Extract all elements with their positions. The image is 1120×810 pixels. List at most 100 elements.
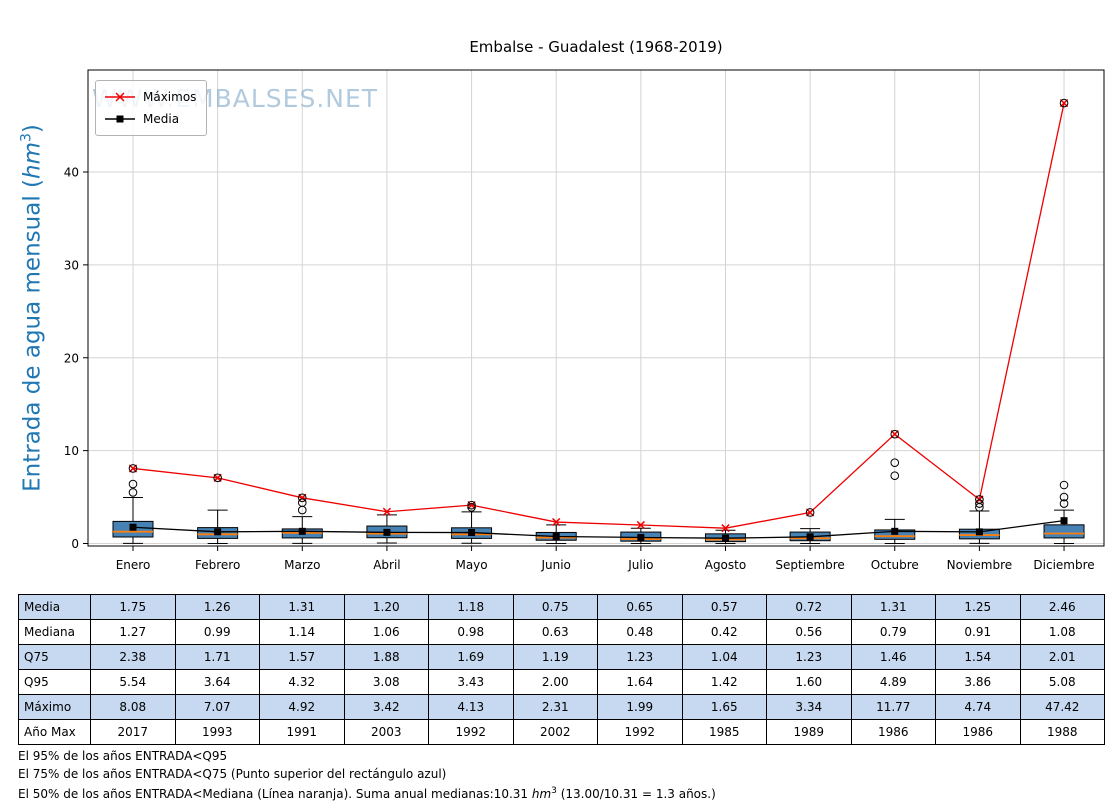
table-cell: 47.42 bbox=[1019, 694, 1105, 720]
table-cell: 5.08 bbox=[1019, 669, 1105, 695]
table-cell: 1993 bbox=[174, 719, 260, 745]
table-cell: 1.46 bbox=[850, 644, 936, 670]
outlier-marker bbox=[805, 508, 815, 517]
outlier-marker bbox=[213, 473, 222, 483]
table-cell: 1.88 bbox=[343, 644, 429, 670]
boxplot-chart: 0 10 20 30 40 Enero Febrero Marzo Abril Mayo Junio… bbox=[64, 69, 1105, 572]
y-tick-label: 20 bbox=[64, 351, 79, 365]
table-cell: 0.48 bbox=[597, 619, 683, 645]
x-tick-label: Enero bbox=[116, 558, 151, 572]
footnote-line1: El 95% de los años ENTRADA<Q95 bbox=[18, 749, 228, 763]
footnote-line3: El 50% de los años ENTRADA<Mediana (Líne… bbox=[18, 786, 716, 801]
maximos-line bbox=[132, 102, 1065, 529]
chart-title: Embalse - Guadalest (1968-2019) bbox=[469, 38, 723, 56]
media-square-marker bbox=[214, 528, 222, 536]
media-square-marker bbox=[806, 533, 814, 541]
media-square-marker bbox=[383, 528, 391, 536]
table-cell: 1991 bbox=[259, 719, 345, 745]
max-x-marker bbox=[213, 473, 222, 482]
media-square-marker bbox=[129, 523, 137, 531]
max-x-marker bbox=[552, 517, 561, 527]
table-cell: 1.57 bbox=[259, 644, 345, 670]
outlier-marker bbox=[1059, 499, 1069, 508]
legend-item-media: Media bbox=[104, 108, 196, 130]
table-cell: 1985 bbox=[681, 719, 767, 745]
table-cell: 1.06 bbox=[343, 619, 429, 645]
table-cell: 4.32 bbox=[259, 669, 345, 695]
table-row: Media 1.75 1.26 1.31 1.20 1.18 0.75 0.65 0.57 0.7… bbox=[18, 594, 1105, 620]
table-cell: 1.75 bbox=[90, 594, 176, 620]
table-cell: 2.00 bbox=[512, 669, 598, 695]
outlier-marker bbox=[975, 495, 984, 504]
table-cell: 1.08 bbox=[1019, 619, 1105, 645]
box bbox=[1043, 524, 1085, 539]
outlier-marker bbox=[890, 471, 900, 481]
outlier-marker bbox=[975, 499, 984, 508]
maximos-marker-icon bbox=[105, 92, 135, 102]
max-x-marker bbox=[382, 507, 392, 516]
stats-table: Media 1.75 1.26 1.31 1.20 1.18 0.75 0.65 0.57 0.7… bbox=[18, 594, 1105, 745]
row-label: Q95 bbox=[18, 669, 91, 695]
table-row: Q95 5.54 3.64 4.32 3.08 3.43 2.00 1.64 1.42 1.60 4… bbox=[18, 669, 1105, 695]
table-cell: 1.60 bbox=[766, 669, 852, 695]
table-cell: 0.75 bbox=[512, 594, 598, 620]
outlier-marker bbox=[1059, 492, 1069, 502]
table-cell: 3.34 bbox=[766, 694, 852, 720]
x-tick-label: Abril bbox=[373, 558, 400, 572]
table-cell: 3.43 bbox=[428, 669, 514, 695]
x-tick-label: Septiembre bbox=[775, 558, 844, 572]
table-row: Q75 2.38 1.71 1.57 1.88 1.69 1.19 1.23 1.04 1.23 1… bbox=[18, 644, 1105, 670]
legend-label-maximos: Máximos bbox=[143, 90, 197, 104]
table-cell: 1.42 bbox=[681, 669, 767, 695]
table-cell: 1986 bbox=[935, 719, 1021, 745]
legend-label-media: Media bbox=[143, 112, 180, 126]
table-cell: 2.46 bbox=[1019, 594, 1105, 620]
x-tick-label: Diciembre bbox=[1033, 558, 1094, 572]
table-cell: 1.23 bbox=[597, 644, 683, 670]
table-cell: 1.69 bbox=[428, 644, 514, 670]
table-cell: 3.08 bbox=[343, 669, 429, 695]
y-tick-label: 40 bbox=[64, 166, 79, 180]
table-cell: 0.72 bbox=[766, 594, 852, 620]
row-label: Mediana bbox=[18, 619, 91, 645]
table-cell: 1.14 bbox=[259, 619, 345, 645]
legend-item-maximos: Máximos bbox=[104, 86, 196, 108]
max-x-marker bbox=[128, 464, 138, 473]
media-square-marker bbox=[637, 533, 645, 541]
table-cell: 8.08 bbox=[90, 694, 176, 720]
table-cell: 5.54 bbox=[90, 669, 176, 695]
media-square-marker bbox=[298, 527, 306, 535]
y-tick-label: 30 bbox=[64, 258, 79, 272]
footnote-line2: El 75% de los años ENTRADA<Q75 (Punto su… bbox=[18, 766, 447, 781]
table-cell: 4.74 bbox=[935, 694, 1021, 720]
table-cell: 1.27 bbox=[90, 619, 176, 645]
outlier-marker bbox=[1059, 98, 1069, 108]
table-cell: 1988 bbox=[1019, 719, 1105, 745]
legend: Máximos Media bbox=[95, 80, 208, 136]
table-cell: 0.42 bbox=[681, 619, 767, 645]
max-x-marker bbox=[636, 520, 645, 530]
table-cell: 4.89 bbox=[850, 669, 936, 695]
media-marker-icon bbox=[105, 115, 135, 123]
table-cell: 2002 bbox=[512, 719, 598, 745]
table-cell: 1.19 bbox=[512, 644, 598, 670]
table-cell: 0.79 bbox=[850, 619, 936, 645]
table-cell: 11.77 bbox=[850, 694, 936, 720]
table-cell: 1.25 bbox=[935, 594, 1021, 620]
table-cell: 0.98 bbox=[428, 619, 514, 645]
media-line bbox=[132, 520, 1065, 539]
table-cell: 1.18 bbox=[428, 594, 514, 620]
table-cell: 4.92 bbox=[259, 694, 345, 720]
outlier-marker bbox=[128, 479, 138, 489]
table-cell: 1.71 bbox=[174, 644, 260, 670]
table-cell: 1.64 bbox=[597, 669, 683, 695]
row-label: Máximo bbox=[18, 694, 91, 720]
x-tick-label: Octubre bbox=[871, 558, 919, 572]
x-tick-label: Marzo bbox=[284, 558, 320, 572]
table-cell: 0.57 bbox=[681, 594, 767, 620]
footnotes: El 95% de los años ENTRADA<Q95 El 75% de… bbox=[18, 748, 716, 804]
media-square-marker bbox=[975, 528, 983, 536]
outlier-marker bbox=[890, 458, 900, 467]
table-cell: 1.65 bbox=[681, 694, 767, 720]
